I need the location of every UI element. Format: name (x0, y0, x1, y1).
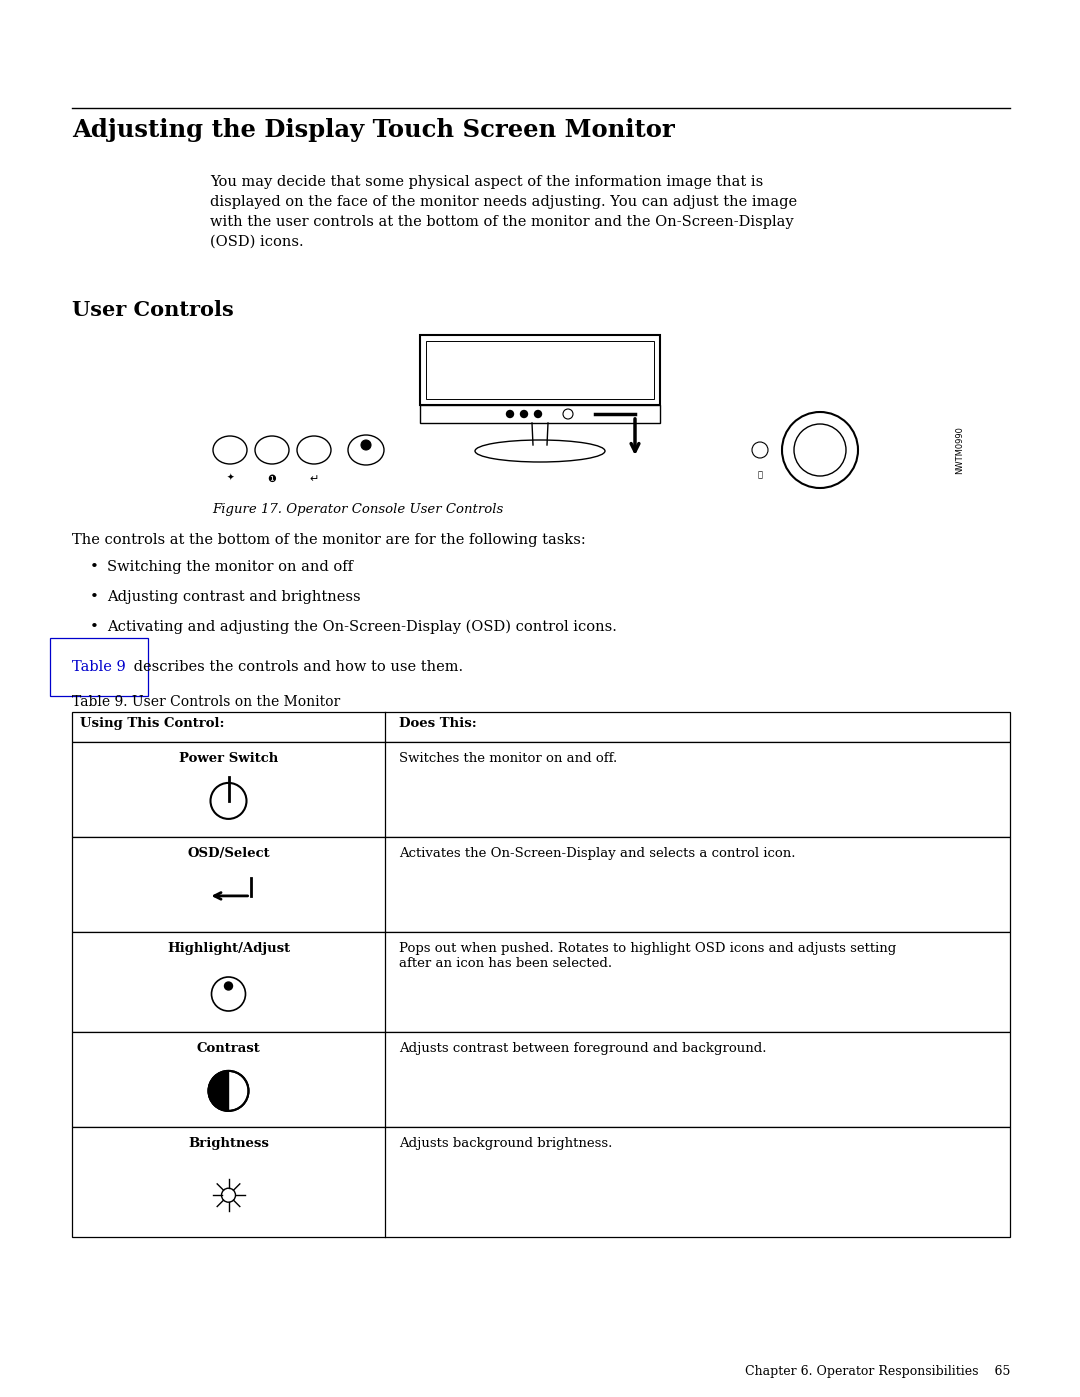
Text: ✦: ✦ (226, 474, 233, 483)
Text: ❶: ❶ (268, 474, 276, 483)
Text: NWTM0990: NWTM0990 (956, 426, 964, 474)
Circle shape (507, 411, 513, 418)
Polygon shape (208, 1071, 229, 1111)
Ellipse shape (475, 440, 605, 462)
Bar (72, 932, 1010, 1032)
Text: Figure 17. Operator Console User Controls: Figure 17. Operator Console User Control… (212, 503, 503, 515)
Circle shape (535, 411, 541, 418)
Circle shape (208, 1071, 248, 1111)
Text: Table 9: Table 9 (72, 659, 125, 673)
Circle shape (794, 425, 846, 476)
Text: ⓘ: ⓘ (757, 469, 762, 479)
Text: Highlight/Adjust: Highlight/Adjust (167, 942, 291, 956)
Text: Activates the On-Screen-Display and selects a control icon.: Activates the On-Screen-Display and sele… (399, 847, 796, 861)
Bar (72, 742, 1010, 837)
Text: Switching the monitor on and off: Switching the monitor on and off (107, 560, 353, 574)
Text: •: • (90, 560, 99, 574)
Text: Power Switch: Power Switch (179, 752, 279, 766)
Text: Adjusts background brightness.: Adjusts background brightness. (399, 1137, 612, 1150)
Text: User Controls: User Controls (72, 300, 233, 320)
Text: Chapter 6. Operator Responsibilities    65: Chapter 6. Operator Responsibilities 65 (744, 1365, 1010, 1377)
Circle shape (752, 441, 768, 458)
Text: Adjusts contrast between foreground and background.: Adjusts contrast between foreground and … (399, 1042, 767, 1055)
Bar (72, 1032, 1010, 1127)
Text: Adjusting contrast and brightness: Adjusting contrast and brightness (107, 590, 361, 604)
Circle shape (225, 982, 232, 990)
Circle shape (521, 411, 527, 418)
Circle shape (361, 440, 372, 450)
Text: •: • (90, 590, 99, 604)
Text: Switches the monitor on and off.: Switches the monitor on and off. (399, 752, 618, 766)
Text: The controls at the bottom of the monitor are for the following tasks:: The controls at the bottom of the monito… (72, 534, 585, 548)
Ellipse shape (255, 436, 289, 464)
Bar (72, 837, 1010, 932)
Bar (420, 405, 660, 423)
Text: Using This Control:: Using This Control: (80, 717, 225, 731)
Bar (426, 341, 654, 400)
Circle shape (563, 409, 573, 419)
Text: You may decide that some physical aspect of the information image that is
displa: You may decide that some physical aspect… (210, 175, 797, 249)
Ellipse shape (297, 436, 330, 464)
Text: ↵: ↵ (309, 474, 319, 483)
Text: Contrast: Contrast (197, 1042, 260, 1055)
Circle shape (221, 1189, 235, 1203)
Text: describes the controls and how to use them.: describes the controls and how to use th… (129, 659, 463, 673)
Ellipse shape (213, 436, 247, 464)
Bar (72, 1127, 1010, 1236)
Circle shape (212, 977, 245, 1011)
Text: Brightness: Brightness (188, 1137, 269, 1150)
Text: Adjusting the Display Touch Screen Monitor: Adjusting the Display Touch Screen Monit… (72, 117, 675, 142)
Text: Table 9. User Controls on the Monitor: Table 9. User Controls on the Monitor (72, 694, 340, 710)
Text: •: • (90, 620, 99, 634)
Text: OSD/Select: OSD/Select (187, 847, 270, 861)
Text: Activating and adjusting the On-Screen-Display (OSD) control icons.: Activating and adjusting the On-Screen-D… (107, 620, 617, 634)
Bar (72, 712, 1010, 742)
Bar (420, 335, 660, 405)
Circle shape (782, 412, 858, 488)
Circle shape (211, 782, 246, 819)
Ellipse shape (348, 434, 384, 465)
Text: Pops out when pushed. Rotates to highlight OSD icons and adjusts setting
after a: Pops out when pushed. Rotates to highlig… (399, 942, 896, 970)
Text: Does This:: Does This: (399, 717, 476, 731)
